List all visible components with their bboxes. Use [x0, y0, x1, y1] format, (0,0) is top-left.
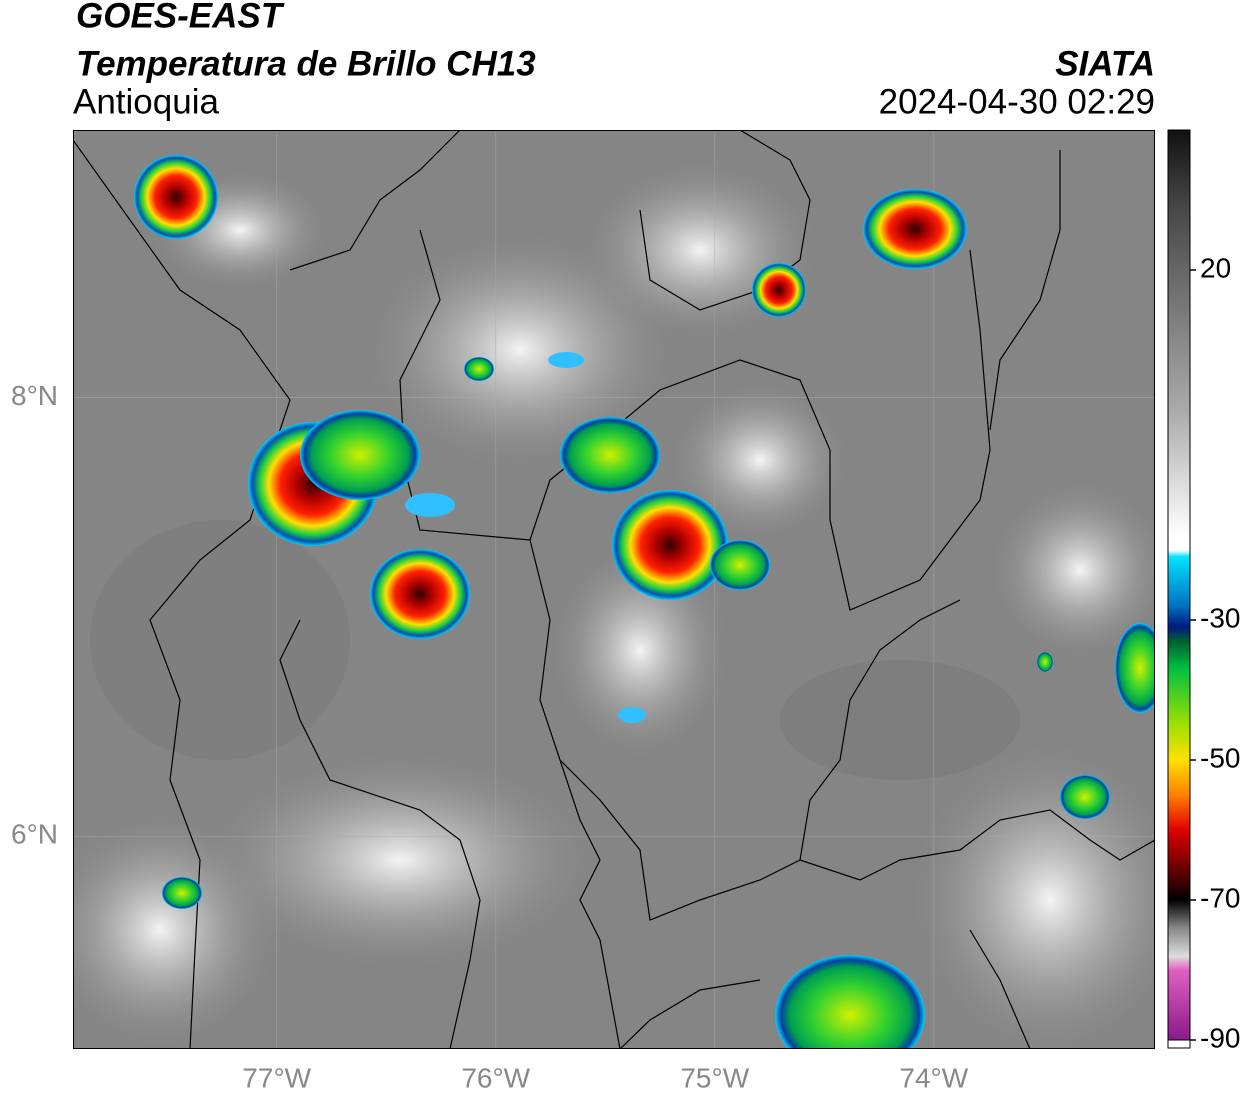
colorbar-tick-label: -30	[1200, 602, 1240, 633]
lon-tick-label: 76°W	[461, 1062, 530, 1093]
lat-tick-label: 6°N	[11, 819, 58, 850]
region: Antioquia	[73, 82, 219, 121]
grid	[73, 130, 1155, 1049]
lon-tick-label: 77°W	[242, 1062, 311, 1093]
cloud-texture	[73, 160, 1155, 1049]
storm-cells	[134, 155, 1155, 1049]
title: GOES-EAST	[76, 0, 285, 35]
source: SIATA	[1055, 44, 1155, 83]
lat-tick-label: 8°N	[11, 380, 58, 411]
colorbar	[1167, 129, 1191, 1041]
colorbar-extension	[1167, 1039, 1191, 1049]
colorbar-tick-label: -90	[1200, 1022, 1240, 1053]
lon-tick-label: 75°W	[680, 1062, 749, 1093]
subtitle: Temperatura de Brillo CH13	[76, 44, 536, 83]
datetime: 2024-04-30 02:29	[879, 82, 1155, 121]
colorbar-tick-label: 20	[1200, 252, 1231, 283]
axes: 77°W 76°W 75°W 74°W 8°N 6°N	[11, 380, 969, 1093]
map	[73, 130, 1155, 1049]
colorbar-tick-label: -70	[1200, 882, 1240, 913]
lon-tick-label: 74°W	[899, 1062, 968, 1093]
colorbar-tick-label: -50	[1200, 742, 1240, 773]
